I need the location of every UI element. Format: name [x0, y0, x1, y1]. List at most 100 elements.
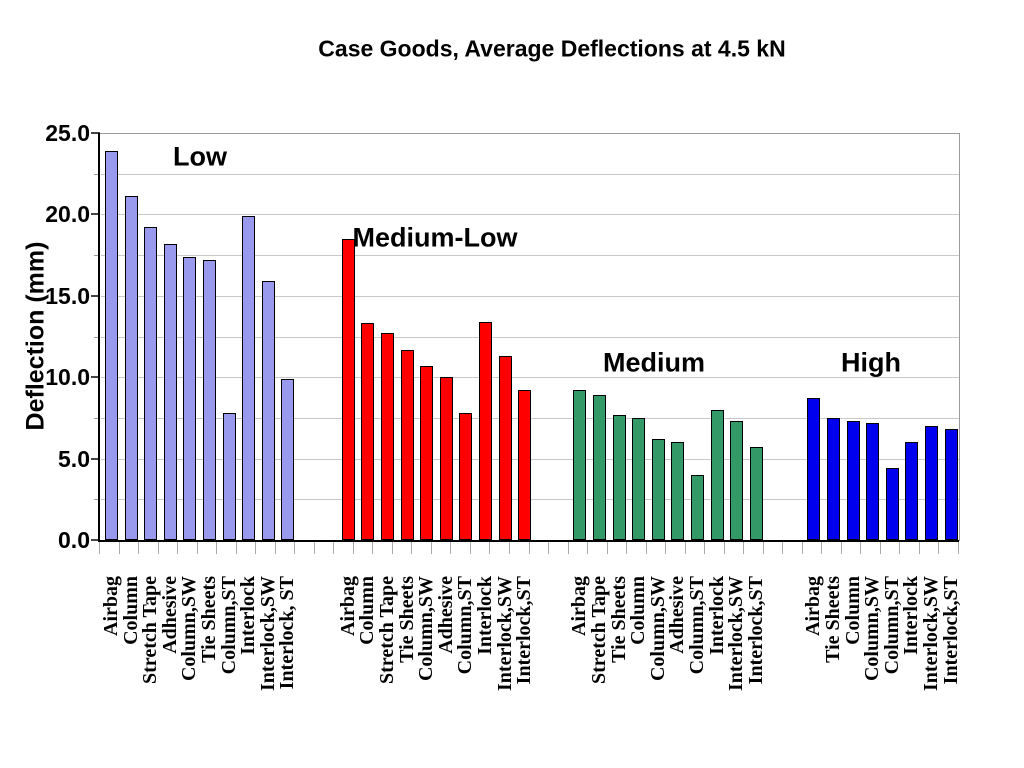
y-tick-label: 0.0	[58, 527, 90, 553]
x-tick-mark	[333, 541, 335, 554]
x-tick-mark	[782, 541, 784, 554]
bar-medium-low-airbag	[341, 238, 355, 540]
y-axis-title: Deflection (mm)	[21, 241, 50, 431]
bar-medium-interlock-sw	[730, 421, 744, 540]
gridline	[101, 255, 959, 256]
bar-medium-low-stretch-tape	[380, 333, 394, 540]
bar-medium-tie-sheets	[612, 414, 626, 540]
x-tick-mark	[372, 541, 374, 554]
x-tick-mark	[255, 541, 257, 554]
y-tick-label: 5.0	[58, 445, 90, 472]
bar-medium-column-sw	[651, 439, 665, 540]
bar-medium-low-tie-sheets	[400, 349, 414, 540]
y-tick-mark-minor	[94, 499, 100, 501]
plot-frame-right	[959, 133, 960, 541]
bar-medium-interlock	[710, 409, 724, 540]
y-tick-mark-minor	[94, 417, 100, 419]
x-tick-mark	[508, 541, 510, 554]
y-tick-mark-minor	[94, 255, 100, 257]
x-tick-mark	[958, 541, 959, 554]
x-tick-mark	[899, 541, 901, 554]
x-axis-label: Interlock,SW	[256, 576, 279, 691]
x-axis-label: Airbag	[336, 576, 359, 636]
x-tick-mark	[216, 541, 218, 554]
x-tick-mark	[587, 541, 589, 554]
bar-medium-column-st	[690, 474, 704, 540]
x-tick-mark	[411, 541, 413, 554]
x-tick-mark	[177, 541, 179, 554]
bar-high-airbag	[807, 398, 821, 540]
bar-low-interlock-st	[281, 378, 295, 540]
x-axis-label: Airbag	[568, 576, 591, 636]
x-axis-label: Column,SW	[646, 576, 669, 682]
y-tick-label: 25.0	[45, 120, 90, 146]
x-axis-label: Interlock	[900, 576, 923, 655]
bar-low-column-sw	[183, 256, 197, 540]
bar-low-column-st	[222, 413, 236, 540]
bar-medium-interlock-st	[749, 447, 763, 540]
y-tick-mark	[91, 132, 100, 134]
y-tick-mark-minor	[94, 336, 100, 338]
x-axis-label: Column,ST	[685, 576, 708, 675]
x-axis-label: Interlock,SW	[919, 576, 942, 691]
x-tick-mark	[762, 541, 764, 554]
y-tick-mark	[91, 539, 100, 541]
gridline	[101, 174, 959, 175]
x-tick-mark	[665, 541, 667, 554]
x-tick-mark	[294, 541, 296, 554]
x-tick-mark	[821, 541, 823, 554]
x-tick-mark	[235, 541, 237, 554]
y-tick-label: 15.0	[45, 282, 90, 309]
x-axis-label: Adhesive	[158, 576, 181, 654]
bar-medium-stretch-tape	[592, 395, 606, 540]
x-axis-label: Column	[627, 576, 650, 645]
x-tick-mark	[450, 541, 452, 554]
x-axis-line	[98, 540, 959, 542]
x-tick-mark	[645, 541, 647, 554]
x-tick-mark	[860, 541, 862, 554]
bar-medium-low-interlock	[478, 321, 492, 540]
x-axis-label: Stretch Tape	[375, 576, 398, 684]
x-axis-label: Column,ST	[454, 576, 477, 675]
x-axis-label: Interlock,SW	[725, 576, 748, 691]
gridline	[101, 214, 959, 215]
y-tick-mark	[91, 457, 100, 460]
x-tick-mark	[391, 541, 393, 554]
x-tick-mark	[918, 541, 920, 554]
bar-medium-column	[632, 417, 646, 540]
x-axis-label: Column,ST	[880, 576, 903, 675]
bar-low-adhesive	[163, 243, 177, 540]
y-tick-label: 20.0	[45, 201, 90, 228]
x-tick-mark	[743, 541, 745, 554]
x-axis-label: Tie Sheets	[198, 576, 220, 663]
bar-medium-low-interlock-sw	[498, 356, 512, 540]
x-axis-label: Tie Sheets	[395, 576, 418, 663]
x-axis-label: Column	[841, 576, 864, 645]
bar-high-column	[846, 421, 860, 540]
x-tick-mark	[196, 541, 198, 554]
group-label-medium: Medium	[602, 347, 706, 378]
bar-medium-low-column-st	[459, 413, 473, 540]
x-axis-label: Stretch Tape	[587, 576, 610, 684]
bar-medium-low-column	[361, 323, 375, 540]
x-axis-label: Column,SW	[861, 576, 884, 682]
x-tick-mark	[938, 541, 940, 554]
x-axis-label: Interlock, ST	[276, 576, 299, 690]
x-tick-mark	[118, 541, 120, 554]
bar-low-tie-sheets	[203, 259, 216, 540]
x-tick-mark	[313, 541, 315, 554]
group-label-low: Low	[173, 141, 227, 172]
gridline	[101, 337, 959, 338]
x-axis-label: Column,ST	[217, 576, 240, 675]
x-axis-label: Airbag	[100, 576, 122, 636]
x-tick-mark	[840, 541, 842, 554]
x-tick-mark	[469, 541, 471, 554]
x-tick-mark	[879, 541, 881, 554]
gridline	[101, 296, 959, 297]
x-tick-mark	[684, 541, 686, 554]
y-tick-mark-minor	[94, 173, 100, 175]
bar-medium-low-interlock-st	[518, 390, 532, 540]
x-axis-label: Adhesive	[666, 576, 689, 654]
x-axis-label: Column	[119, 576, 142, 645]
x-tick-mark	[138, 541, 140, 554]
